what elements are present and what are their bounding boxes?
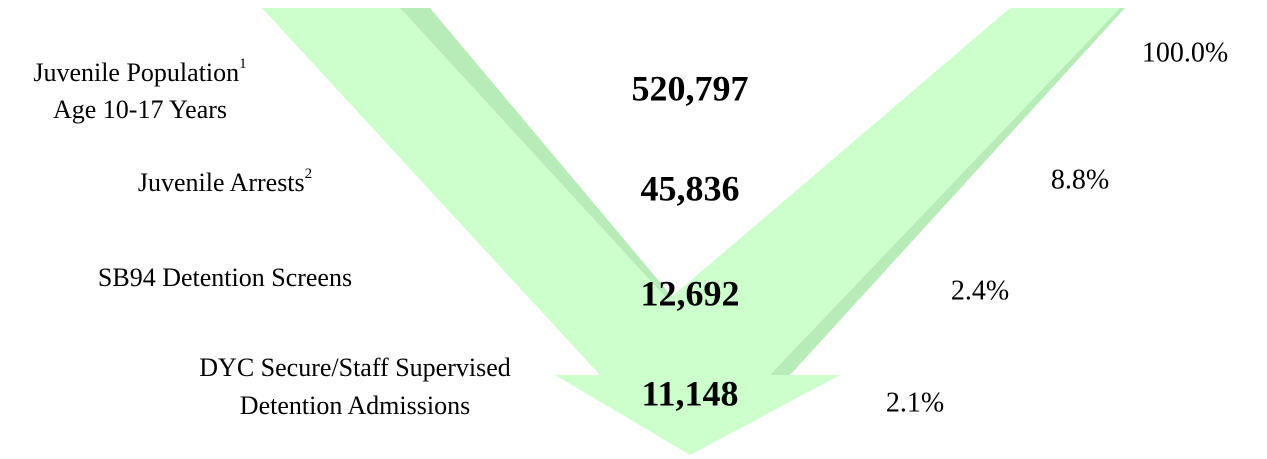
footnote-mark: 2: [305, 166, 313, 182]
label-text: Age 10-17 Years: [53, 95, 227, 124]
count: 11,148: [641, 373, 738, 413]
label-text: SB94 Detention Screens: [98, 263, 352, 292]
row-label: Juvenile Arrests2: [138, 166, 312, 197]
percent: 2.4%: [951, 275, 1009, 306]
label-text: Juvenile Population: [33, 58, 239, 87]
label-text: Juvenile Arrests: [138, 168, 305, 197]
percent: 2.1%: [886, 387, 944, 418]
row-label: SB94 Detention Screens: [98, 263, 352, 292]
percent: 100.0%: [1142, 37, 1228, 68]
funnel-diagram: Juvenile Population1 Age 10-17 Years 520,7…: [0, 0, 1267, 459]
count: 45,836: [641, 168, 740, 208]
row-label: Juvenile Population1: [33, 56, 246, 87]
footnote-mark: 1: [239, 56, 247, 72]
row-label: Age 10-17 Years: [53, 95, 227, 124]
row-label: Detention Admissions: [240, 391, 470, 420]
label-text: Detention Admissions: [240, 391, 470, 420]
label-text: DYC Secure/Staff Supervised: [199, 353, 510, 382]
count: 12,692: [641, 273, 740, 313]
count: 520,797: [632, 68, 749, 108]
row-label: DYC Secure/Staff Supervised: [199, 353, 510, 382]
percent: 8.8%: [1051, 164, 1109, 195]
